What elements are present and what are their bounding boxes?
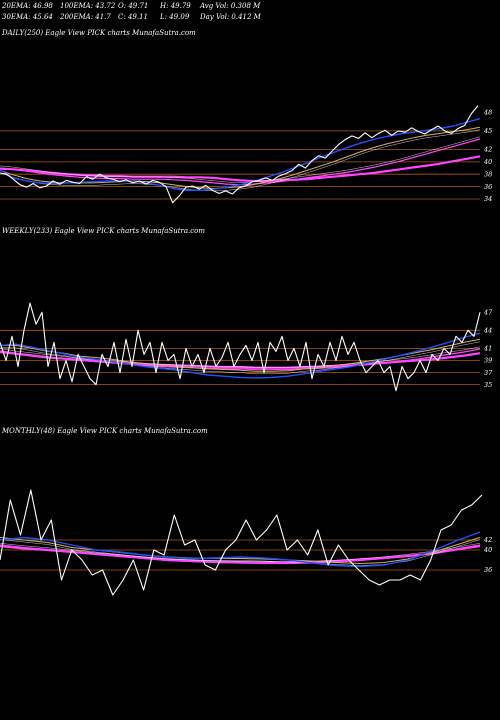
- stat-200ema: 200EMA: 41.7: [59, 13, 111, 21]
- daily-100ema-thin-line: [0, 136, 481, 183]
- monthly-panel-title: MONTHLY(48) Eagle View PICK charts Munaf…: [1, 427, 208, 435]
- daily-price-line: [0, 105, 479, 204]
- stat-close: C: 49.11: [118, 13, 148, 21]
- daily-30ema-thin-line: [0, 129, 481, 192]
- monthly-y-tick-label: 40: [483, 546, 492, 554]
- daily-y-tick-label: 40: [483, 158, 492, 166]
- daily-y-tick-label: 34: [484, 195, 492, 203]
- monthly-30ema-line: [0, 537, 481, 564]
- stat-open: O: 49.71: [118, 2, 148, 10]
- daily-y-tick-label: 48: [483, 109, 492, 117]
- monthly-y-tick-label: 36: [484, 566, 492, 574]
- stat-day-vol: Day Vol: 0.412 M: [199, 13, 262, 21]
- daily-y-tick-label: 38: [484, 170, 492, 178]
- chart-panels: 48 45 42 40 38 36 34 47 44 41 39 37 35 42 40 36: [0, 105, 493, 596]
- stat-high: H: 49.79: [159, 2, 191, 10]
- monthly-20ema-line: [0, 531, 481, 568]
- stat-30ema: 30EMA: 45.64: [2, 13, 53, 21]
- stat-avg-vol: Avg Vol: 0.308 M: [199, 2, 261, 10]
- monthly-price-line: [0, 489, 483, 596]
- weekly-y-tick-label: 35: [484, 381, 492, 389]
- daily-200ema-line: [0, 155, 481, 183]
- monthly-100ema-thin-line: [0, 543, 481, 563]
- daily-panel-title: DAILY(250) Eagle View PICK charts Munafa…: [1, 29, 196, 37]
- monthly-100ema-line: [0, 544, 481, 565]
- stat-100ema: 100EMA: 43.72: [60, 2, 116, 10]
- weekly-y-tick-label: 44: [483, 327, 492, 335]
- daily-y-tick-label: 45: [483, 127, 492, 135]
- weekly-y-tick-label: 39: [484, 357, 492, 365]
- daily-20ema-line: [0, 117, 481, 192]
- weekly-price-line: [0, 302, 481, 392]
- daily-y-tick-label: 42: [483, 146, 492, 154]
- stat-20ema: 20EMA: 46.98: [1, 2, 53, 10]
- monthly-panel: 42 40 36: [0, 489, 492, 596]
- weekly-panel: 47 44 41 39 37 35: [0, 302, 493, 392]
- header-stats: 20EMA: 46.98 100EMA: 43.72 O: 49.71 H: 4…: [1, 2, 262, 21]
- weekly-y-tick-label: 47: [483, 308, 493, 316]
- weekly-panel-title: WEEKLY(233) Eagle View PICK charts Munaf…: [2, 227, 205, 235]
- daily-panel: 48 45 42 40 38 36 34: [0, 105, 492, 204]
- monthly-y-tick-label: 42: [483, 536, 492, 544]
- stat-low: L: 49.09: [159, 13, 190, 21]
- weekly-y-tick-label: 41: [483, 345, 492, 353]
- daily-y-tick-label: 36: [484, 183, 492, 191]
- weekly-100ema-line: [0, 348, 481, 371]
- weekly-y-tick-label: 37: [484, 369, 493, 377]
